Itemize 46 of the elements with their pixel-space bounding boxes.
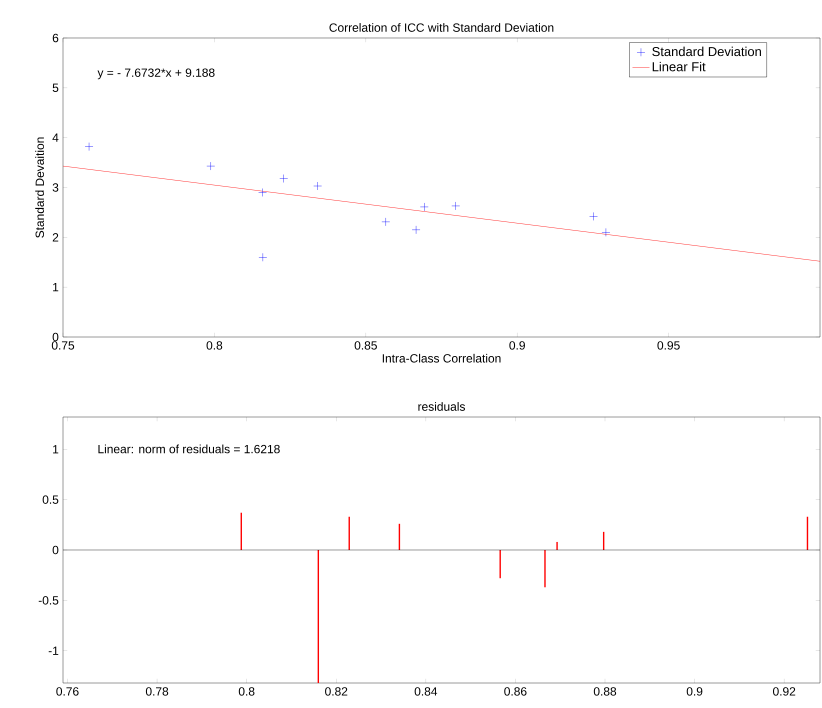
point	[206, 162, 215, 170]
point	[602, 228, 610, 237]
point	[84, 142, 94, 151]
x-tick-label: 0.92	[773, 687, 796, 696]
y-tick-label: 0	[52, 546, 58, 554]
x-tick-label: 0.95	[657, 341, 680, 350]
y-tick-label: 0.5	[42, 495, 58, 504]
point	[589, 212, 598, 221]
x-tick-label: 0.84	[414, 687, 438, 696]
y-axis-title: Standard Devaition	[35, 137, 44, 238]
y-tick-label: 1	[53, 283, 58, 292]
x-tick-label: 0.88	[594, 687, 616, 696]
x-tick-label: 0.9	[686, 687, 702, 696]
x-tick-label: 0.75	[52, 341, 74, 350]
annotation: y = - 7.6732*x + 9.188	[98, 68, 215, 80]
y-tick-label: 5	[52, 84, 58, 92]
x-tick-label: 0.82	[325, 687, 348, 696]
chart-title: Correlation of ICC with Standard Deviation	[329, 23, 554, 32]
x-tick-label: 0.8	[206, 341, 222, 350]
y-tick-label: 3	[52, 183, 58, 192]
point	[452, 202, 460, 210]
point	[258, 188, 267, 197]
x-tick-label: 0.76	[56, 687, 79, 696]
x-tick-label: 0.86	[504, 687, 527, 696]
y-tick-label: 4	[52, 134, 58, 142]
y-tick-label: -0.5	[38, 596, 58, 605]
legend-label: Linear Fit	[652, 62, 706, 72]
y-tick-label: 0	[52, 332, 58, 342]
legend-label: Standard Deviation	[652, 46, 761, 56]
y-tick-label: 6	[52, 34, 58, 42]
point	[412, 226, 420, 234]
x-tick-label: 0.9	[509, 341, 525, 350]
point	[420, 202, 428, 212]
x-tick-label: 0.85	[354, 341, 377, 350]
chart-title: residuals	[418, 402, 465, 411]
point	[280, 174, 288, 183]
point	[382, 218, 390, 226]
annotation: Linear: norm of residuals = 1.6218	[98, 444, 280, 454]
point	[313, 182, 322, 190]
x-tick-label: 0.8	[238, 687, 254, 696]
y-tick-label: 1	[53, 445, 58, 454]
x-tick-label: 0.78	[146, 687, 168, 696]
y-tick-label: 2	[52, 233, 58, 242]
point	[258, 253, 268, 262]
x-axis-title: Intra-Class Correlation	[382, 354, 501, 363]
y-tick-label: -1	[48, 646, 58, 655]
